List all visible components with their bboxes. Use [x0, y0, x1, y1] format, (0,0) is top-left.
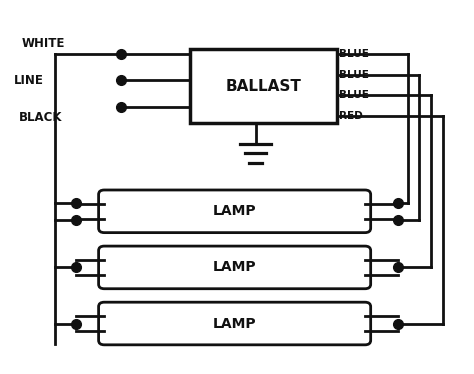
Text: LINE: LINE	[14, 74, 44, 86]
Text: BLACK: BLACK	[19, 111, 63, 124]
FancyBboxPatch shape	[99, 190, 371, 233]
Text: LAMP: LAMP	[213, 316, 256, 331]
Text: BLUE: BLUE	[339, 91, 369, 100]
Text: LAMP: LAMP	[213, 260, 256, 275]
Text: WHITE: WHITE	[21, 37, 65, 49]
Text: LAMP: LAMP	[213, 204, 256, 218]
Bar	[190, 49, 337, 123]
Text: BALLAST: BALLAST	[225, 79, 301, 94]
Text: BLUE: BLUE	[339, 49, 369, 59]
Text: RED: RED	[339, 111, 363, 121]
Text: BLUE: BLUE	[339, 70, 369, 80]
FancyBboxPatch shape	[99, 246, 371, 289]
FancyBboxPatch shape	[99, 302, 371, 345]
